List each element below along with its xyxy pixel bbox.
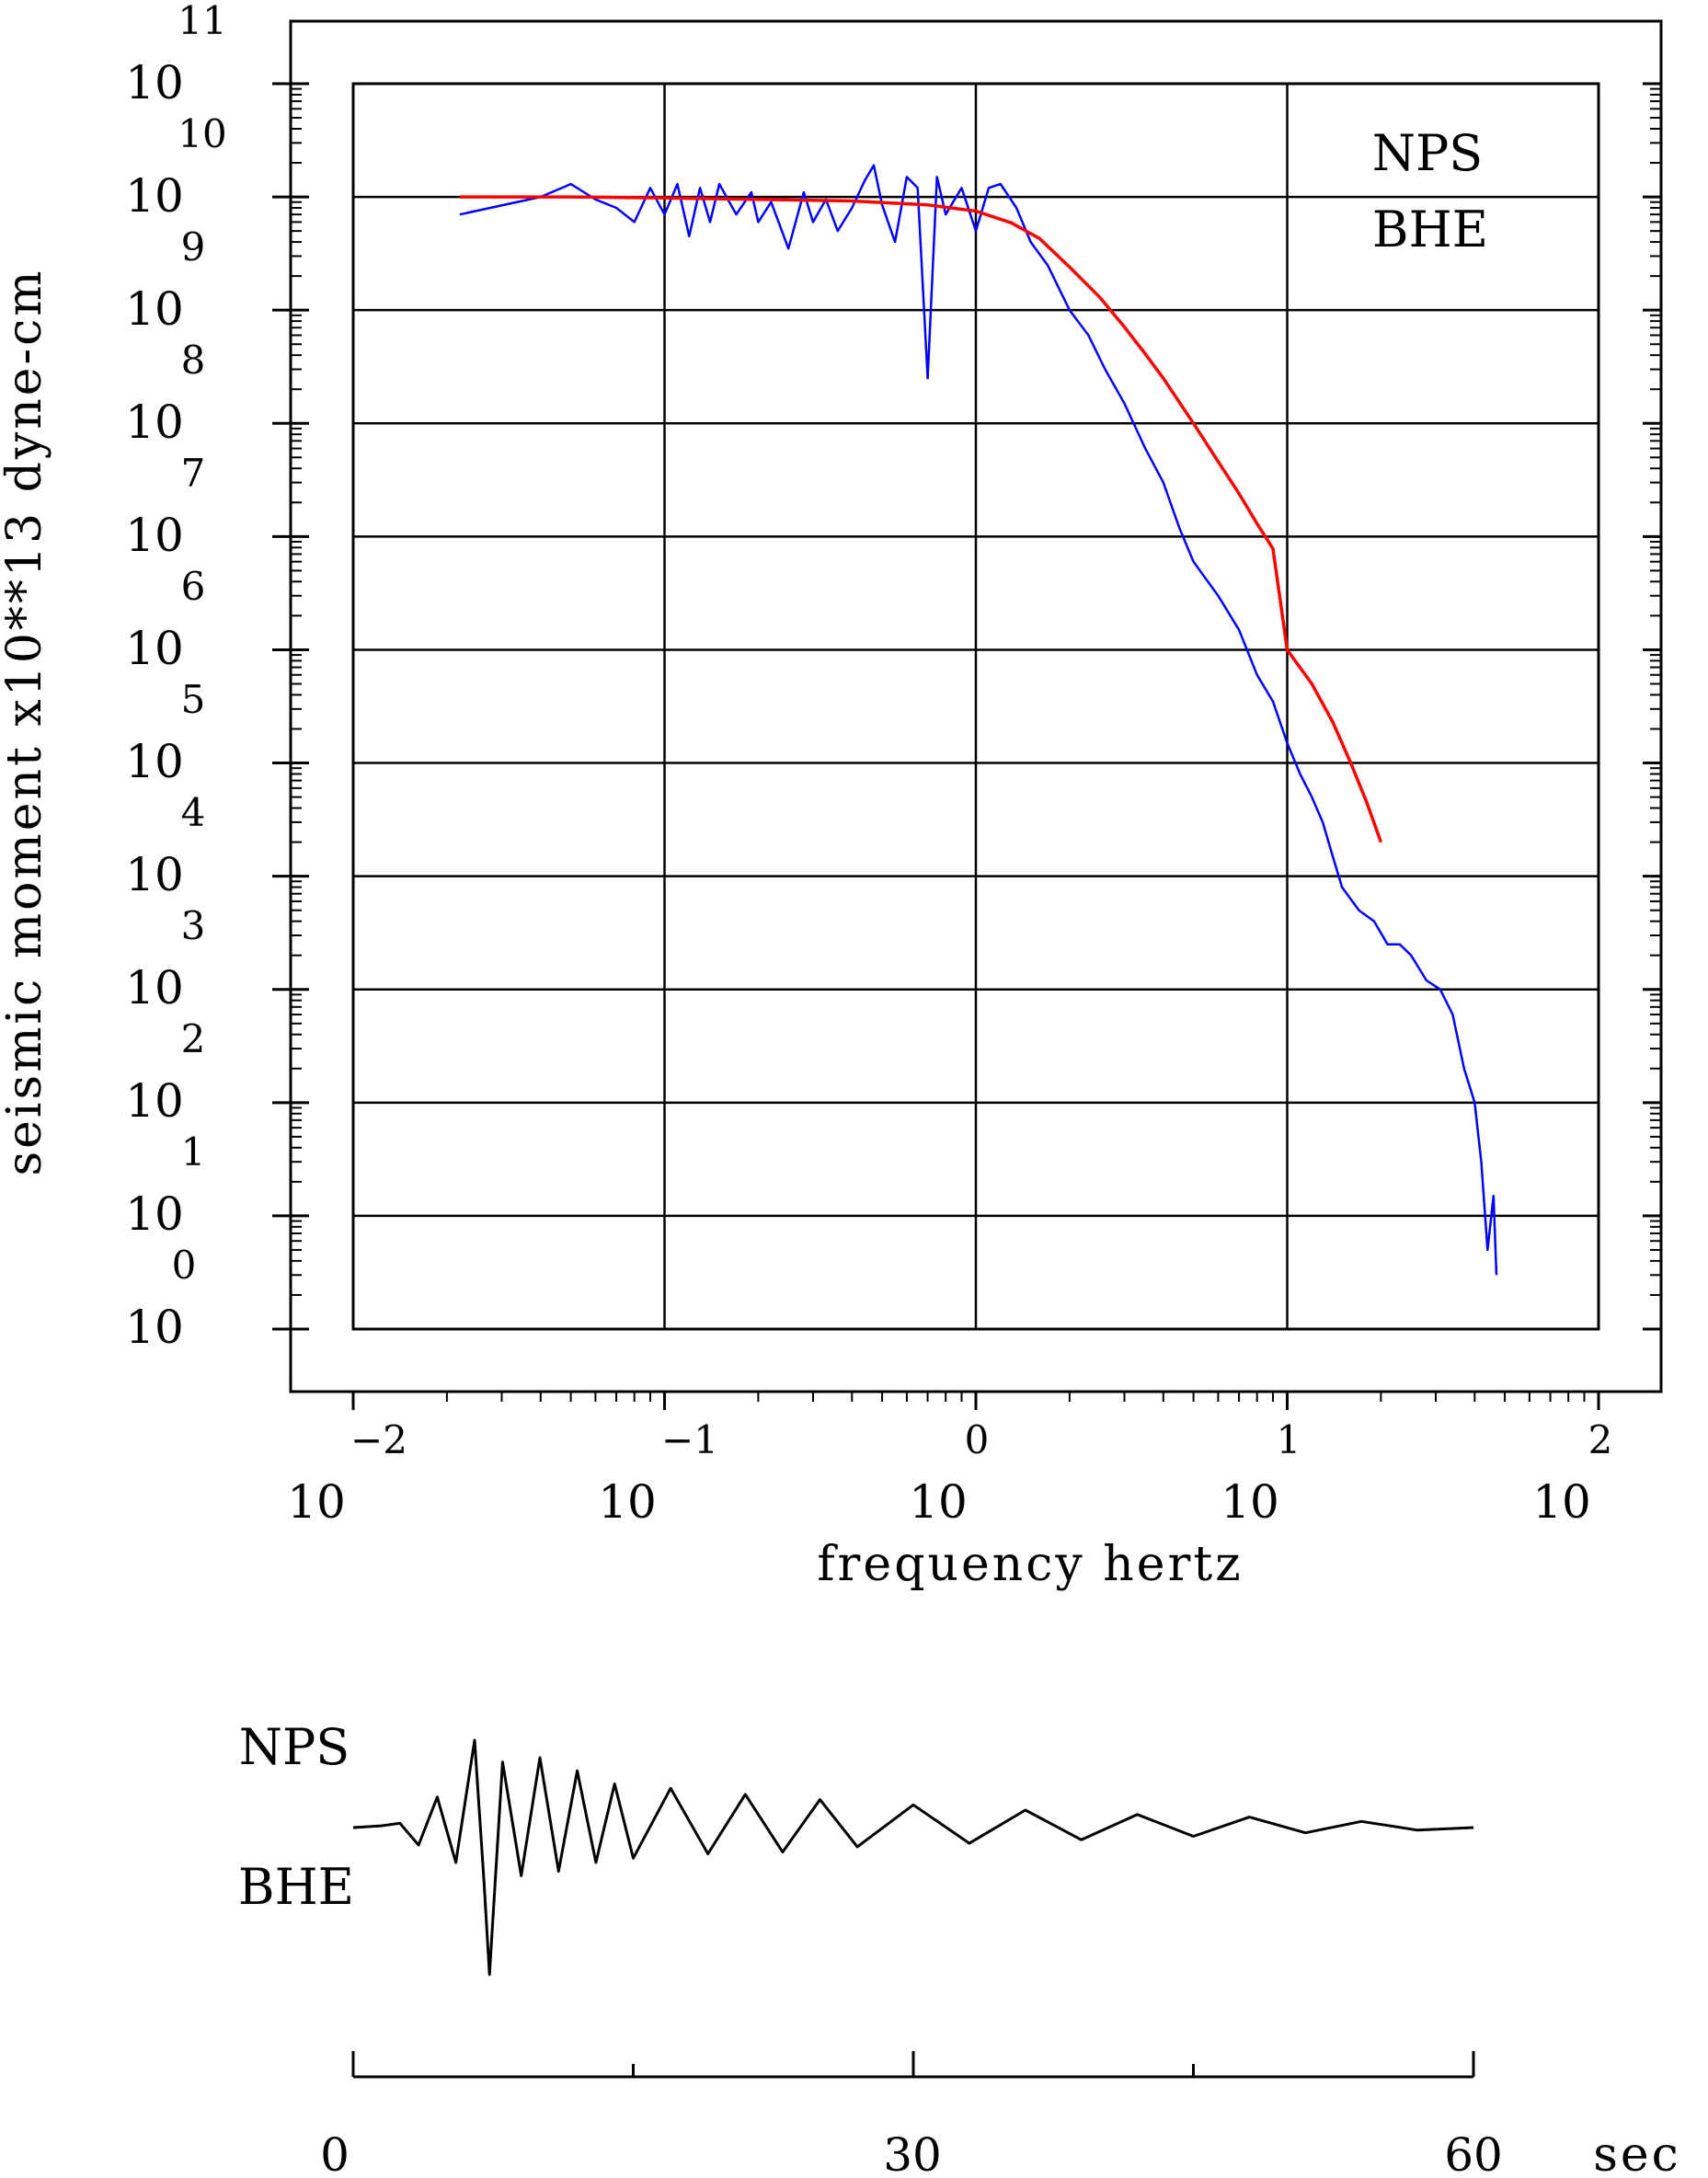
x-tick-base: 10 [909,1475,968,1529]
y-axis-title: seismic moment x10**13 dyne-cm [0,268,52,1175]
y-tick-base: 10 [125,1301,184,1354]
spectrum-axis-ticks [272,82,1661,1410]
y-tick-exponent: 6 [181,564,206,609]
waveform-line [352,1738,1474,1977]
y-tick-base: 10 [125,1187,184,1241]
y-tick-labels: 10 0 10 1 10 2 10 3 10 4 10 5 10 6 10 7 … [125,0,227,1354]
time-tick-label: 30 [883,2128,942,2178]
x-tick-base: 10 [1221,1475,1279,1529]
y-tick-base: 10 [125,169,184,223]
x-tick-base: 10 [1532,1475,1591,1529]
x-axis-title: frequency hertz [817,1537,1243,1592]
y-tick-exponent: 8 [181,338,206,383]
y-tick-base: 10 [125,961,184,1014]
spectrum-fit-line [459,195,1383,843]
spectrum-observed-line [459,164,1498,1276]
spectrum-station-name: NPS [1372,124,1484,182]
x-tick-exponent: 0 [965,1417,990,1462]
y-tick-base: 10 [125,395,184,449]
time-tick-label: 0 [320,2128,350,2178]
y-tick-exponent: 0 [172,1243,197,1288]
y-tick-exponent: 5 [181,677,206,722]
spectrum-component-name: BHE [1372,201,1488,258]
y-tick-base: 10 [125,56,184,109]
y-tick-exponent: 2 [181,1016,206,1061]
waveform-station-name: NPS [239,1718,350,1776]
y-tick-exponent: 1 [181,1129,206,1175]
time-unit-label: sec [1593,2127,1681,2178]
y-tick-base: 10 [125,848,184,901]
y-tick-exponent: 3 [181,903,206,948]
spectrum-plot-frame [351,82,1600,1331]
y-tick-exponent: 7 [181,451,206,496]
y-tick-base: 10 [125,1074,184,1128]
x-tick-exponent: 2 [1588,1417,1613,1462]
y-tick-base: 10 [125,509,184,562]
x-tick-exponent: −2 [350,1417,407,1462]
y-tick-exponent: 10 [178,111,226,156]
time-tick-label: 60 [1444,2128,1503,2178]
spectrum-grid [351,84,1600,1329]
time-axis [351,2051,1475,2079]
y-tick-exponent: 4 [181,790,206,835]
x-tick-base: 10 [287,1475,346,1529]
waveform-component-name: BHE [238,1858,354,1916]
y-tick-base: 10 [125,282,184,336]
x-tick-labels: −2 10 −1 10 0 10 1 10 2 10 [287,1417,1612,1529]
y-tick-exponent: 9 [181,224,206,269]
spectrum-series [459,164,1498,1276]
waveform-series [352,1738,1474,1977]
y-tick-base: 10 [125,735,184,788]
y-tick-base: 10 [125,622,184,675]
x-tick-exponent: 1 [1277,1417,1301,1462]
x-tick-base: 10 [598,1475,657,1529]
y-tick-exponent: 11 [178,0,226,43]
x-tick-exponent: −1 [661,1417,718,1462]
